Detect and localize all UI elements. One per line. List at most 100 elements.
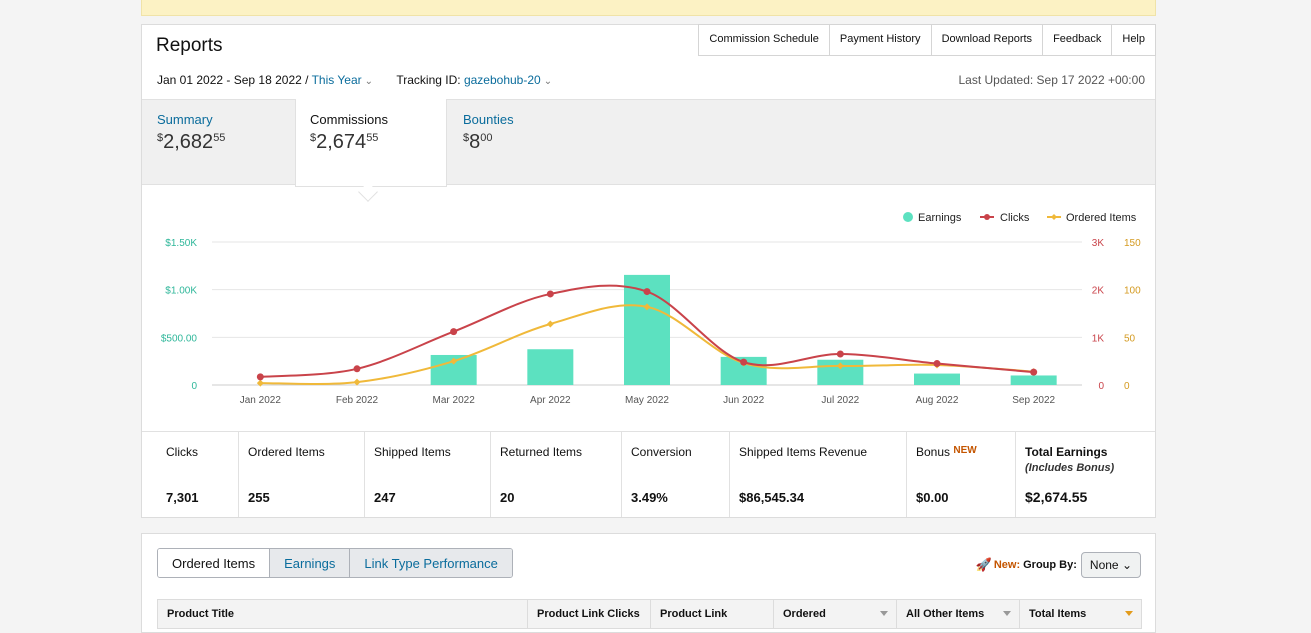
tab-bounties[interactable]: Bounties $8 00 bbox=[463, 112, 514, 154]
legend-label: Ordered Items bbox=[1066, 212, 1137, 224]
stat-ordered-items: Ordered Items 255 bbox=[238, 432, 364, 517]
notice-banner bbox=[141, 0, 1156, 16]
y-right-ordered-tick-label: 50 bbox=[1124, 333, 1136, 344]
y-right-clicks-tick-label: 1K bbox=[1092, 333, 1105, 344]
tracking-label: Tracking ID: bbox=[396, 73, 461, 87]
x-tick-label: Jan 2022 bbox=[240, 395, 282, 406]
summary-tabs: Summary $2,682 55 Commissions $2,674 55 Bo… bbox=[142, 99, 1155, 187]
legend-ordered-marker bbox=[1051, 214, 1057, 220]
clicks-point bbox=[450, 328, 458, 336]
tab-summary[interactable]: Summary $2,682 55 bbox=[157, 112, 225, 154]
ordered-items-point bbox=[643, 303, 651, 311]
stat-bonus: Bonus NEW $0.00 bbox=[906, 432, 1015, 517]
y-right-clicks-tick-label: 0 bbox=[1098, 381, 1104, 392]
nav-download-reports[interactable]: Download Reports bbox=[930, 25, 1043, 55]
tab-bounties-label: Bounties bbox=[463, 112, 514, 127]
group-by-label: Group By: bbox=[1023, 559, 1077, 571]
last-updated: Last Updated: Sep 17 2022 +00:00 bbox=[958, 73, 1146, 87]
summary-amount: $2,682 55 bbox=[157, 131, 226, 153]
stat-returned-items: Returned Items 20 bbox=[490, 432, 621, 517]
ordered-items-point bbox=[353, 378, 361, 386]
tab-link-type-performance[interactable]: Link Type Performance bbox=[349, 549, 512, 577]
earnings-bar bbox=[1010, 375, 1057, 385]
x-tick-label: Mar 2022 bbox=[433, 395, 476, 406]
report-type-tabs: Ordered Items Earnings Link Type Perform… bbox=[157, 548, 513, 578]
x-tick-label: Jun 2022 bbox=[723, 395, 765, 406]
ordered-items-point bbox=[450, 357, 458, 365]
tab-earnings[interactable]: Earnings bbox=[269, 549, 350, 577]
x-tick-label: May 2022 bbox=[625, 395, 669, 406]
tab-summary-label: Summary bbox=[157, 112, 213, 127]
x-tick-label: Aug 2022 bbox=[916, 395, 959, 406]
tracking-id-dropdown[interactable]: gazebohub-20 ⌄ bbox=[464, 73, 552, 87]
stat-total-earnings: Total Earnings (Includes Bonus) $2,674.5… bbox=[1015, 432, 1155, 517]
nav-help[interactable]: Help bbox=[1111, 25, 1155, 55]
stat-shipped-items: Shipped Items 247 bbox=[364, 432, 490, 517]
x-tick-label: Sep 2022 bbox=[1012, 395, 1055, 406]
new-label: New: bbox=[993, 559, 1021, 571]
date-filter-row: Jan 01 2022 - Sep 18 2022 / This Year ⌄ T… bbox=[157, 73, 552, 87]
chevron-down-icon: ⌄ bbox=[543, 76, 553, 87]
x-tick-label: Apr 2022 bbox=[530, 395, 571, 406]
col-product-link[interactable]: Product Link bbox=[650, 600, 773, 628]
reports-card: Reports Commission Schedule Payment Hist… bbox=[141, 24, 1156, 518]
legend-earnings-marker bbox=[903, 212, 913, 222]
x-tick-label: Jul 2022 bbox=[821, 395, 859, 406]
ordered-items-point bbox=[256, 379, 264, 387]
y-left-tick-label: $1.00K bbox=[165, 286, 197, 297]
nav-payment-history[interactable]: Payment History bbox=[828, 25, 931, 55]
commissions-amount: $2,674 55 bbox=[310, 131, 379, 153]
stat-conversion: Conversion 3.49% bbox=[621, 432, 729, 517]
group-by-select[interactable]: None ⌄ bbox=[1080, 552, 1141, 578]
stat-sublabel: (Includes Bonus) bbox=[1025, 462, 1115, 474]
sort-active-icon bbox=[1125, 611, 1133, 616]
stat-label: Total Earnings bbox=[1025, 445, 1108, 459]
chevron-down-icon: ⌄ bbox=[364, 76, 374, 87]
sort-icon bbox=[1003, 611, 1011, 616]
stat-value: 255 bbox=[248, 490, 270, 505]
page-title: Reports bbox=[156, 35, 223, 56]
col-product-link-clicks[interactable]: Product Link Clicks bbox=[527, 600, 650, 628]
stat-value: 7,301 bbox=[166, 490, 199, 505]
col-ordered[interactable]: Ordered bbox=[773, 600, 896, 628]
y-right-ordered-tick-label: 150 bbox=[1124, 238, 1141, 249]
rocket-icon: 🚀 bbox=[975, 557, 992, 572]
stat-label: Shipped Items bbox=[374, 445, 451, 459]
stat-label: Clicks bbox=[166, 445, 198, 459]
col-total-items[interactable]: Total Items bbox=[1019, 600, 1141, 628]
new-badge: NEW bbox=[953, 445, 977, 456]
chevron-down-icon: ⌄ bbox=[1121, 558, 1132, 572]
stat-clicks: Clicks 7,301 bbox=[142, 432, 238, 517]
top-nav: Commission Schedule Payment History Down… bbox=[698, 24, 1156, 56]
col-all-other-items[interactable]: All Other Items bbox=[896, 600, 1019, 628]
stat-value: $2,674.55 bbox=[1025, 489, 1088, 505]
tab-commissions[interactable]: Commissions $2,674 55 bbox=[310, 112, 388, 154]
ordered-items-point bbox=[546, 320, 554, 328]
clicks-point bbox=[1030, 368, 1038, 376]
stat-label: Shipped Items Revenue bbox=[739, 445, 868, 459]
stat-label: Bonus NEW bbox=[916, 445, 977, 459]
legend-label: Earnings bbox=[918, 212, 962, 224]
stat-value: $86,545.34 bbox=[739, 490, 805, 505]
clicks-point bbox=[643, 288, 651, 296]
y-left-tick-label: 0 bbox=[191, 381, 197, 392]
col-product-title[interactable]: Product Title bbox=[167, 608, 235, 620]
stat-value: 3.49% bbox=[631, 490, 668, 505]
clicks-point bbox=[546, 290, 554, 298]
stat-value: $0.00 bbox=[916, 490, 949, 505]
nav-feedback[interactable]: Feedback bbox=[1042, 25, 1111, 55]
tab-ordered-items[interactable]: Ordered Items bbox=[158, 549, 270, 577]
nav-commission-schedule[interactable]: Commission Schedule bbox=[709, 33, 819, 45]
y-left-tick-label: $1.50K bbox=[165, 238, 197, 249]
clicks-point bbox=[836, 350, 844, 358]
date-preset-dropdown[interactable]: This Year ⌄ bbox=[312, 73, 373, 87]
items-card: Ordered Items Earnings Link Type Perform… bbox=[141, 533, 1156, 633]
earnings-chart: 0 0 0 $500.00 1K 50 $1.00K 2K 100 $1.50K 3K 150 Jan … bbox=[161, 212, 1141, 406]
y-right-clicks-tick-label: 2K bbox=[1092, 286, 1105, 297]
y-right-clicks-tick-label: 3K bbox=[1092, 238, 1105, 249]
clicks-point bbox=[353, 365, 361, 373]
y-right-ordered-tick-label: 100 bbox=[1124, 286, 1141, 297]
date-preset-label: This Year bbox=[311, 73, 362, 87]
legend-label: Clicks bbox=[1000, 212, 1030, 224]
stat-shipped-revenue: Shipped Items Revenue $86,545.34 bbox=[729, 432, 906, 517]
